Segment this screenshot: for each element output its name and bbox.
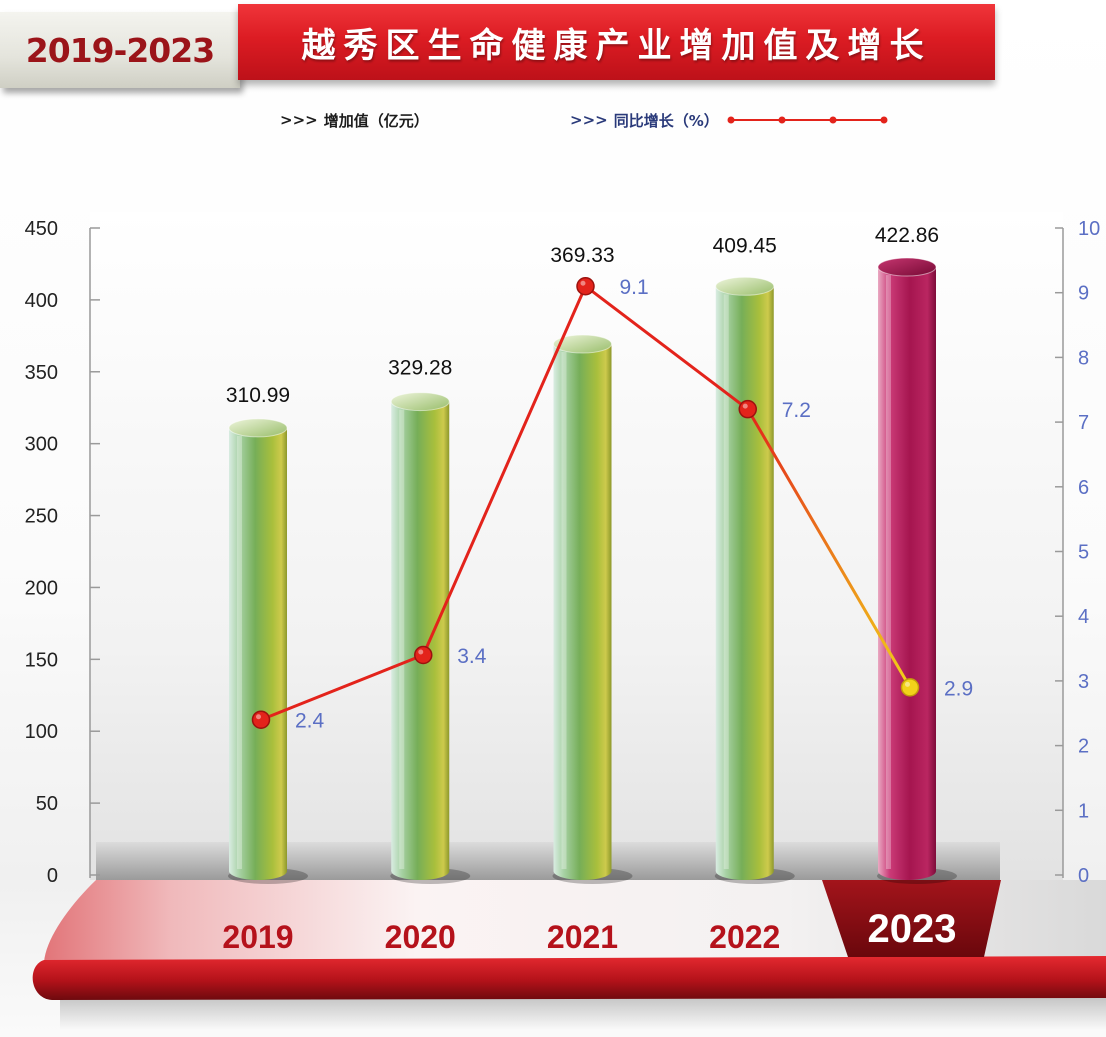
year-labels: 2019 2020 2021 2022 2023 [222,907,956,955]
right-axis: 0 1 2 3 4 5 6 7 8 9 10 [1055,218,1100,887]
legend-label-value-added: 增加值（亿元） [323,111,429,130]
year-label: 2022 [709,919,780,955]
left-axis-tick-label: 150 [25,649,58,671]
bar-2019 [228,418,308,884]
year-range-badge: 2019-2023 [0,12,240,88]
title-banner: 越秀区生命健康产业增加值及增长 [238,4,995,80]
growth-point [251,710,271,729]
bar-top-cap [715,276,775,296]
platform-front-strip [32,956,1106,1000]
bar-body [715,286,774,871]
right-axis-tick-label: 3 [1078,671,1089,693]
bar-top-cap [228,418,288,438]
right-axis-tick-label: 4 [1078,606,1089,628]
growth-value-labels: 2.4 3.4 9.1 7.2 2.9 [295,276,973,732]
bar-body [878,267,936,871]
right-axis-tick-label: 10 [1078,218,1100,240]
bar-body [229,427,287,871]
bar-top-cap [877,257,937,277]
growth-point-gloss [905,681,910,687]
bar-value-label: 310.99 [226,384,290,407]
growth-value-label: 9.1 [620,276,649,299]
growth-point [738,399,757,419]
highlight-year-tab [822,880,1001,957]
left-axis-tick-label: 350 [25,362,58,384]
bar-top-cap [390,392,450,412]
bar-gloss [399,409,405,869]
bar-value-labels: 310.99 329.28 369.33 409.45 422.86 [226,224,939,407]
bar-series [228,257,957,884]
bar-value-label: 409.45 [713,234,777,257]
bar-top-cap [553,334,612,354]
legend-item-growth: >>> 同比增长（%） [570,108,889,132]
growth-value-label: 3.4 [457,645,487,668]
legend-line-swatch [727,116,888,124]
bar-2022 [714,276,795,884]
left-axis-tick-label: 300 [25,434,58,456]
year-label: 2021 [547,919,618,955]
year-range-text: 2019-2023 [25,30,215,70]
bar-bottom-cap [553,862,612,880]
right-axis-tick-label: 0 [1078,865,1089,887]
growth-point-gloss [418,649,424,655]
left-axis-tick-label: 0 [47,865,58,887]
right-axis-tick-label: 2 [1078,736,1089,758]
bar-body [553,343,612,871]
left-axis-tick-label: 50 [36,793,58,815]
growth-line-segment [746,407,912,689]
growth-line-segment [584,284,750,411]
bar-value-label: 422.86 [875,224,939,247]
left-axis-tick-label: 250 [25,506,58,528]
bar-gloss [723,294,729,869]
bar-gloss [237,435,242,869]
base-platform [32,880,1106,1030]
growth-value-label: 2.9 [944,677,973,700]
year-label: 2019 [222,919,293,955]
right-axis-tick-label: 8 [1078,347,1089,369]
bar-bottom-cap [229,862,287,880]
bar-bottom-cap [715,862,774,880]
legend-label-growth: 同比增长（%） [613,111,719,130]
bar-value-label: 329.28 [388,357,452,380]
left-axis-tick-label: 400 [25,290,58,312]
legend-item-value-added: >>> 增加值（亿元） [280,108,429,132]
growth-points [251,276,920,729]
growth-value-label: 2.4 [295,710,325,733]
growth-point [900,678,920,697]
left-axis-tick-label: 200 [25,577,58,599]
bar-2020 [390,392,471,884]
growth-point [576,276,595,296]
growth-line-segment [421,284,587,657]
left-axis: 0 50 100 150 200 250 300 350 400 450 [25,218,100,887]
bar-gloss [561,351,567,869]
year-label-highlight: 2023 [868,907,957,951]
growth-line-segment [259,653,425,722]
left-axis-tick-label: 450 [25,218,58,240]
bar-2021 [552,334,633,884]
growth-point-gloss [580,280,586,286]
right-axis-tick-label: 6 [1078,477,1089,499]
growth-value-label: 7.2 [782,399,811,422]
bar-gloss [886,275,891,869]
growth-point-gloss [742,403,748,409]
bar-bottom-cap [878,862,936,880]
right-axis-tick-label: 7 [1078,412,1089,434]
legend-marker: >>> [570,111,608,129]
bar-bottom-cap [391,862,450,880]
right-axis-tick-label: 9 [1078,283,1089,305]
chart-title: 越秀区生命健康产业增加值及增长 [301,25,932,66]
bar-2023 [877,257,957,884]
growth-point-gloss [256,714,261,720]
platform-shadow [60,998,1106,1030]
right-axis-tick-label: 5 [1078,542,1089,564]
bar-value-label: 369.33 [550,244,614,267]
legend-marker: >>> [280,111,318,129]
bar-body [391,401,450,871]
growth-line [259,284,912,722]
left-axis-tick-label: 100 [25,721,58,743]
growth-point [414,645,433,665]
year-label: 2020 [385,919,456,955]
right-axis-tick-label: 1 [1078,800,1089,822]
